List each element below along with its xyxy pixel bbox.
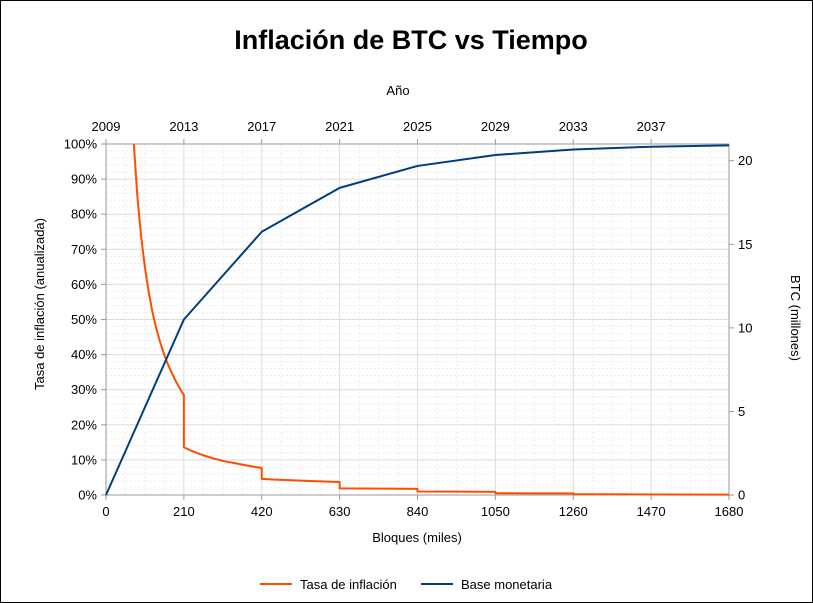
y-left-tick-label: 10% [71,452,97,467]
top-tick-label: 2017 [247,119,276,134]
x-axis-label: Bloques (miles) [372,530,462,545]
x-tick-label: 420 [251,504,273,519]
x-tick-label: 1260 [559,504,588,519]
series-line-monetary-base [105,144,730,496]
x-tick-label: 1680 [715,504,744,519]
x-tick-label: 1470 [637,504,666,519]
top-tick-label: 2037 [637,119,666,134]
y-left-axis-label: Tasa de inflación (anualizada) [32,218,47,390]
y-left-tick-label: 100% [64,137,98,152]
top-tick-label: 2013 [169,119,198,134]
top-tick-label: 2029 [481,119,510,134]
y-left-tick-label: 0% [78,488,97,503]
y-right-tick-label: 15 [738,237,752,252]
y-right-tick-label: 10 [738,320,752,335]
x-tick-label: 0 [102,504,109,519]
top-axis-label: Año [386,83,409,98]
y-left-tick-label: 40% [71,347,97,362]
top-tick-label: 2033 [559,119,588,134]
top-tick-label: 2009 [92,119,121,134]
top-tick-label: 2025 [403,119,432,134]
y-left-tick-label: 80% [71,207,97,222]
legend-label: Tasa de inflación [300,577,397,592]
series [105,143,730,496]
y-right-axis-label: BTC (millones) [788,275,803,361]
top-tick-label: 2021 [325,119,354,134]
x-tick-label: 210 [173,504,195,519]
x-tick-label: 1050 [481,504,510,519]
x-tick-label: 630 [329,504,351,519]
legend-label: Base monetaria [461,577,553,592]
y-left-tick-label: 50% [71,312,97,327]
y-right-tick-label: 5 [738,404,745,419]
chart-title: Inflación de BTC vs Tiempo [234,25,588,55]
y-left-tick-label: 30% [71,382,97,397]
series-line-inflation-rate [132,143,730,496]
y-left-tick-label: 70% [71,242,97,257]
y-right-tick-label: 20 [738,153,752,168]
y-left-tick-label: 90% [71,172,97,187]
legend: Tasa de inflación Base monetaria [260,577,553,592]
grid [106,144,729,495]
y-right-tick-label: 0 [738,488,745,503]
y-left-tick-label: 20% [71,417,97,432]
x-tick-label: 840 [407,504,429,519]
y-left-tick-label: 60% [71,277,97,292]
